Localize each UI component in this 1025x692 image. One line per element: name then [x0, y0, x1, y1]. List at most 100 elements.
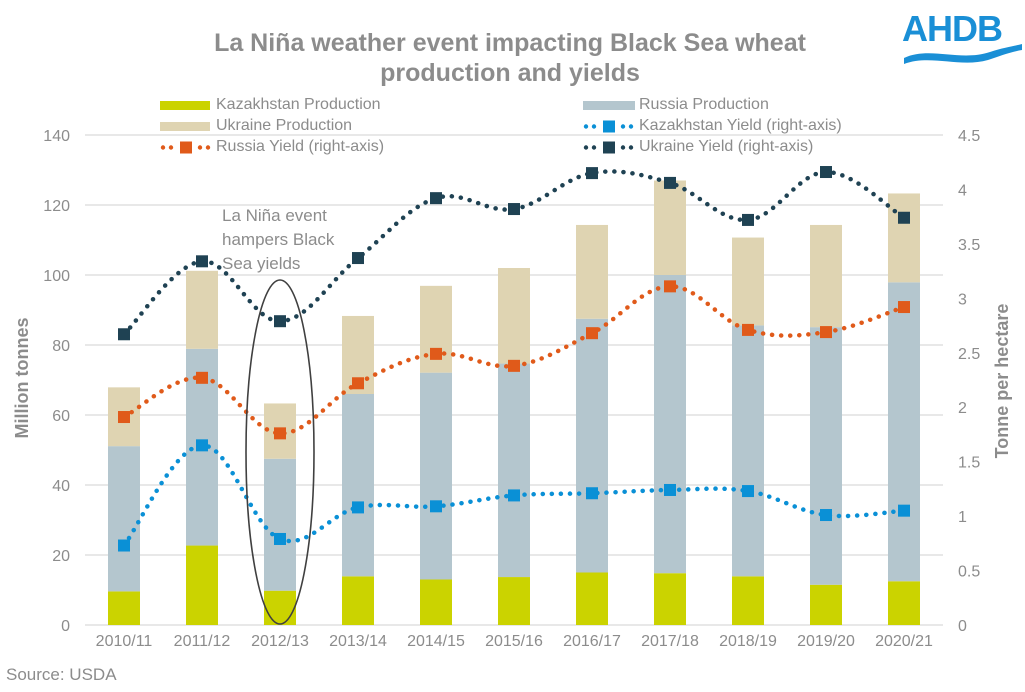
bar-ukraine-production [576, 224, 608, 319]
marker-russia-yield [118, 411, 130, 424]
x-axis-ticks: 2010/11 2011/12 2012/13 2013/14 2014/15 2015/… [96, 633, 933, 650]
marker-russia-yield [274, 427, 286, 440]
y2-tick-label: 4.5 [958, 128, 980, 145]
marker-russia-yield [898, 301, 910, 314]
ahdb-logo: AHDB [900, 6, 1025, 66]
bar-russia-production [342, 394, 374, 577]
la-nina-highlight-ellipse [245, 279, 315, 625]
bar-ukraine-production [732, 237, 764, 326]
legend-label: Russia Yield (right-axis) [216, 138, 385, 155]
bar-kazakhstan-production [342, 576, 374, 625]
x-tick-label: 2020/21 [875, 633, 933, 650]
bar-russia-production [810, 327, 842, 585]
marker-russia-yield [508, 359, 520, 372]
annotation-line: hampers Black [222, 230, 335, 249]
legend-label: Kazakhstan Yield (right-axis) [639, 117, 842, 134]
bar-russia-production [420, 372, 452, 580]
y2-tick-label: 3 [958, 291, 967, 308]
y2-tick-label: 1.5 [958, 455, 980, 472]
yield-lines [118, 166, 910, 552]
legend-swatch-ukraine-production [160, 122, 210, 131]
bar-russia-production [498, 363, 530, 578]
annotation-line: La Niña event [222, 206, 327, 225]
x-tick-label: 2016/17 [563, 633, 621, 650]
y-tick-label: 60 [52, 408, 70, 425]
y-tick-label: 20 [52, 548, 70, 565]
legend-dot [168, 145, 174, 150]
legend-dot [197, 145, 203, 150]
y2-tick-label: 3.5 [958, 237, 980, 254]
x-tick-label: 2014/15 [407, 633, 465, 650]
legend-dot [620, 145, 626, 150]
bar-kazakhstan-production [264, 590, 296, 625]
legend-label: Kazakhstan Production [216, 96, 381, 113]
annotation-line: Sea yields [222, 254, 301, 273]
logo-wave-icon [904, 44, 1022, 64]
marker-ukraine-yield [352, 252, 364, 265]
legend-dot [628, 145, 634, 150]
marker-kazakhstan-yield [664, 483, 676, 496]
marker-kazakhstan-yield [586, 487, 598, 500]
marker-russia-yield [742, 323, 754, 336]
chart-title-line-2: production and yields [380, 59, 640, 87]
line-kazakhstan-yield [121, 443, 907, 548]
bars [108, 180, 920, 625]
bar-russia-production [264, 458, 296, 591]
bar-kazakhstan-production [186, 545, 218, 625]
marker-ukraine-yield [274, 315, 286, 328]
marker-ukraine-yield [664, 176, 676, 189]
la-nina-annotation: La Niña event hampers Black Sea yields [222, 204, 334, 276]
logo-text: AHDB [902, 8, 1003, 49]
legend-marker [180, 141, 192, 154]
x-tick-label: 2015/16 [485, 633, 543, 650]
bar-kazakhstan-production [810, 584, 842, 625]
x-tick-label: 2011/12 [174, 633, 231, 650]
x-tick-label: 2010/11 [96, 633, 153, 650]
bar-ukraine-production [498, 268, 530, 364]
y-tick-label: 80 [52, 338, 70, 355]
bar-russia-production [888, 282, 920, 582]
marker-ukraine-yield [196, 255, 208, 268]
legend-dot [628, 124, 634, 129]
legend-dot [160, 145, 166, 150]
marker-russia-yield [196, 371, 208, 384]
marker-russia-yield [430, 347, 442, 360]
bar-kazakhstan-production [420, 579, 452, 625]
y2-axis-title: Tonne per hectare [992, 304, 1012, 459]
marker-russia-yield [586, 327, 598, 340]
bar-russia-production [732, 325, 764, 577]
legend-label: Ukraine Production [216, 117, 353, 134]
legend-marker [603, 120, 615, 133]
y2-tick-label: 4 [958, 182, 967, 199]
marker-kazakhstan-yield [508, 489, 520, 502]
y2-tick-label: 2 [958, 400, 967, 417]
legend-dot [591, 145, 597, 150]
marker-ukraine-yield [430, 192, 442, 205]
bar-ukraine-production [654, 180, 686, 275]
y2-tick-label: 1 [958, 509, 967, 526]
legend-dot [591, 124, 597, 129]
marker-russia-yield [664, 280, 676, 293]
right-axis-ticks: 0 0.5 1 1.5 2 2.5 3 3.5 4 4.5 [958, 128, 980, 635]
legend-swatch-kazakhstan-yield [583, 120, 634, 133]
legend-label: Ukraine Yield (right-axis) [639, 138, 814, 155]
marker-ukraine-yield [898, 211, 910, 224]
bar-russia-production [654, 275, 686, 574]
bar-russia-production [576, 318, 608, 573]
y2-tick-label: 0 [958, 618, 967, 635]
marker-kazakhstan-yield [352, 501, 364, 514]
x-tick-label: 2012/13 [251, 633, 309, 650]
legend-marker [603, 141, 615, 154]
bar-kazakhstan-production [654, 573, 686, 625]
left-axis-ticks: 0 20 40 60 80 100 120 140 [43, 128, 70, 635]
legend-dot [583, 124, 589, 129]
marker-kazakhstan-yield [430, 500, 442, 513]
legend-dot [620, 124, 626, 129]
y2-tick-label: 0.5 [958, 564, 980, 581]
y-tick-label: 100 [43, 268, 70, 285]
legend-label: Russia Production [639, 96, 769, 113]
legend-swatch-ukraine-yield [583, 141, 634, 154]
bar-russia-production [108, 446, 140, 592]
legend-swatch-russia-production [583, 101, 635, 110]
